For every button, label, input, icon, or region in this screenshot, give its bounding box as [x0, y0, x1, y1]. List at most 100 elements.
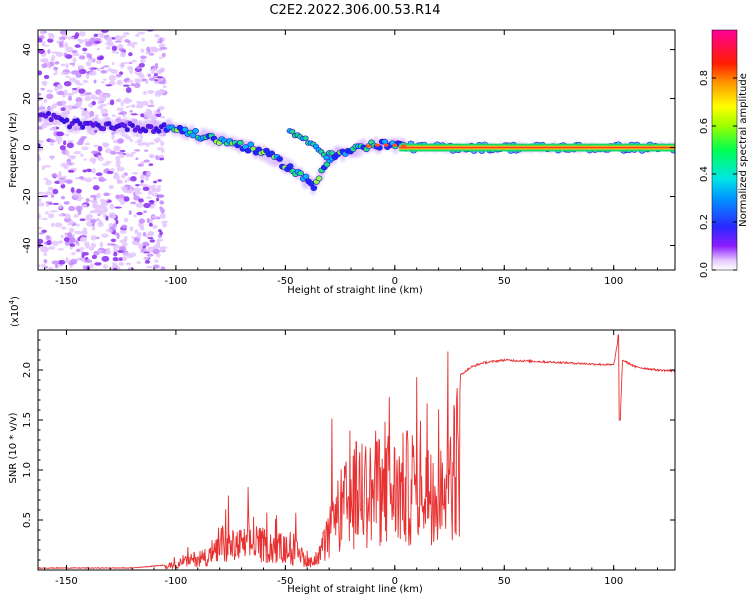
noise-speckle [101, 30, 109, 33]
noise-speckle [98, 35, 106, 38]
noise-speckle [141, 78, 147, 82]
ridge-blob [236, 139, 244, 146]
y-tick-label: 40 [22, 43, 33, 56]
noise-speckle [38, 155, 41, 161]
noise-speckle [157, 90, 166, 94]
noise-speckle [60, 162, 69, 168]
noise-speckle [134, 149, 141, 152]
noise-speckle [97, 145, 103, 152]
noise-speckle [50, 155, 54, 161]
noise-speckle [100, 66, 105, 70]
noise-speckle [125, 152, 130, 158]
noise-speckle [111, 134, 115, 140]
noise-speckle [66, 36, 75, 40]
noise-speckle [152, 75, 156, 79]
noise-speckle [138, 218, 145, 224]
branch-blob [323, 154, 330, 161]
noise-speckle [158, 106, 165, 111]
noise-speckle [83, 158, 87, 161]
spectrogram-x-label: Height of straight line (km) [287, 285, 423, 296]
noise-speckle [99, 241, 104, 248]
noise-speckle [50, 142, 54, 146]
noise-speckle [41, 41, 46, 44]
noise-speckle [103, 65, 110, 68]
colorbar-ticks: 0.0 0.2 0.4 0.6 0.8 [699, 70, 737, 278]
noise-speckle [84, 92, 92, 96]
noise-speckle [146, 253, 154, 257]
noise-speckle [63, 89, 68, 96]
noise-speckle [86, 52, 91, 59]
noise-speckle [93, 33, 99, 38]
noise-speckle [111, 62, 115, 66]
noise-speckle [47, 38, 54, 43]
noise-speckle [143, 111, 148, 117]
ridge-blob [67, 124, 73, 130]
noise-speckle [113, 267, 118, 270]
noise-speckle [57, 248, 65, 251]
ridge-blob [302, 173, 310, 180]
ridge-blob [286, 163, 294, 170]
noise-speckle [67, 95, 73, 101]
noise-speckle [145, 108, 151, 114]
noise-speckle [48, 33, 55, 40]
noise-speckle [131, 151, 137, 154]
core-spot [374, 143, 380, 147]
noise-speckle [50, 140, 56, 143]
noise-speckle [63, 237, 70, 242]
noise-speckle [98, 219, 103, 225]
noise-speckle [72, 52, 80, 57]
noise-speckle [65, 179, 73, 184]
noise-speckle [68, 77, 77, 82]
noise-speckle [102, 264, 108, 269]
noise-speckle [134, 229, 139, 235]
noise-speckle [57, 240, 64, 244]
noise-speckle [85, 244, 91, 249]
noise-speckle [61, 100, 66, 107]
noise-speckle [148, 163, 154, 167]
noise-speckle [162, 85, 167, 89]
noise-speckle [54, 61, 60, 65]
noise-speckle [43, 259, 48, 264]
noise-speckle [89, 263, 94, 269]
x-tick-label: -50 [277, 276, 293, 287]
noise-speckle [116, 73, 122, 78]
ridge-blob [297, 170, 304, 177]
noise-speckle [81, 251, 89, 256]
noise-speckle [43, 165, 51, 168]
noise-speckle [116, 179, 124, 184]
noise-speckle [152, 248, 160, 255]
colorbar: 0.0 0.2 0.4 0.6 0.8 Normalized spectral ampl… [699, 29, 749, 278]
noise-speckle [105, 84, 113, 87]
noise-speckle [105, 36, 113, 43]
noise-speckle [143, 210, 148, 214]
noise-speckle [135, 101, 144, 104]
ridge-blob [48, 117, 54, 123]
noise-speckle [123, 236, 128, 242]
noise-speckle [51, 260, 60, 265]
core-spot [366, 144, 372, 148]
noise-speckle [111, 114, 116, 118]
noise-speckle [159, 115, 166, 119]
noise-speckle [95, 96, 100, 100]
noise-speckle [65, 75, 71, 78]
noise-speckle [60, 234, 64, 239]
noise-speckle [45, 201, 53, 204]
noise-speckle [143, 202, 151, 209]
noise-speckle [103, 192, 110, 197]
noise-speckle [137, 142, 145, 146]
noise-speckle [133, 195, 140, 201]
noise-speckle [53, 66, 59, 71]
noise-speckle [120, 174, 126, 179]
noise-speckle [67, 105, 72, 109]
noise-speckle [146, 115, 154, 119]
noise-speckle [38, 226, 43, 230]
noise-speckle [108, 74, 117, 81]
colorbar-tick-label: 0.2 [699, 214, 710, 230]
noise-speckle [96, 47, 100, 51]
noise-speckle [143, 90, 147, 96]
noise-speckle [156, 197, 160, 202]
noise-speckle [100, 103, 108, 107]
noise-speckle [122, 84, 130, 87]
colorbar-tick-label: 0.4 [699, 166, 710, 182]
